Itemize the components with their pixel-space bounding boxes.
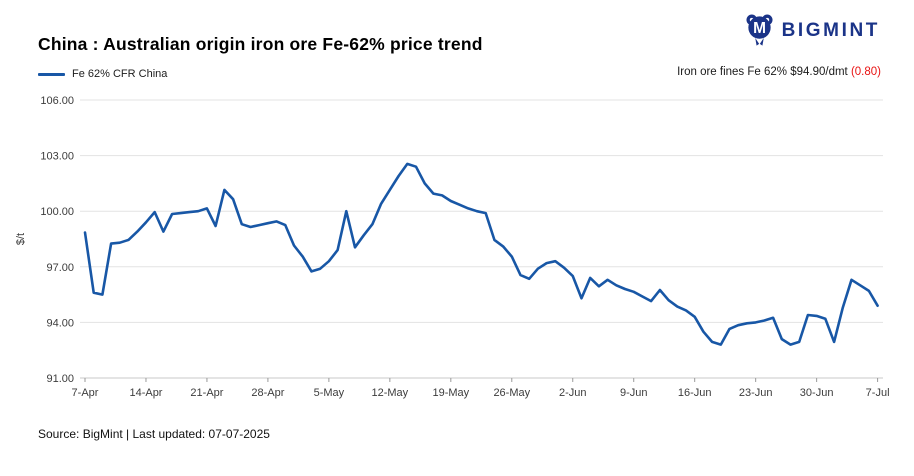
svg-text:M: M xyxy=(753,20,766,37)
source-note: Source: BigMint | Last updated: 07-07-20… xyxy=(38,427,270,441)
y-tick-label: 97.00 xyxy=(46,262,74,274)
x-tick-label: 7-Jul xyxy=(866,387,890,399)
y-tick-label: 100.00 xyxy=(40,206,74,218)
price-note-text: Iron ore fines Fe 62% $94.90/dmt xyxy=(677,66,851,78)
x-tick-label: 2-Jun xyxy=(559,387,587,399)
y-tick-label: 91.00 xyxy=(46,373,74,385)
legend: Fe 62% CFR China xyxy=(38,68,167,80)
x-tick-label: 14-Apr xyxy=(129,387,162,399)
legend-line-swatch xyxy=(38,72,65,76)
y-tick-label: 94.00 xyxy=(46,317,74,329)
chart-title: China : Australian origin iron ore Fe-62… xyxy=(38,34,483,54)
price-line[interactable] xyxy=(83,162,879,346)
x-tick-label: 9-Jun xyxy=(620,387,648,399)
x-tick-label: 21-Apr xyxy=(190,387,223,399)
x-tick-label: 26-May xyxy=(493,387,530,399)
price-note: Iron ore fines Fe 62% $94.90/dmt (0.80) xyxy=(677,66,881,78)
x-tick-label: 23-Jun xyxy=(739,387,773,399)
x-tick-label: 12-May xyxy=(372,387,409,399)
bigmint-logo-icon: M xyxy=(746,14,773,46)
bigmint-logo-text: BIGMINT xyxy=(781,20,880,41)
x-tick-label: 19-May xyxy=(432,387,469,399)
bigmint-logo: M BIGMINT xyxy=(744,13,880,49)
price-change-value: (0.80) xyxy=(850,66,881,78)
x-tick-label: 5-May xyxy=(314,387,345,399)
y-axis-title: $/t xyxy=(15,233,27,245)
y-tick-label: 103.00 xyxy=(40,151,74,163)
y-tick-label: 106.00 xyxy=(40,95,74,107)
x-tick-label: 16-Jun xyxy=(678,387,712,399)
legend-label: Fe 62% CFR China xyxy=(72,68,168,80)
x-tick-label: 30-Jun xyxy=(800,387,834,399)
x-tick-label: 28-Apr xyxy=(251,387,284,399)
x-tick-label: 7-Apr xyxy=(72,387,99,399)
